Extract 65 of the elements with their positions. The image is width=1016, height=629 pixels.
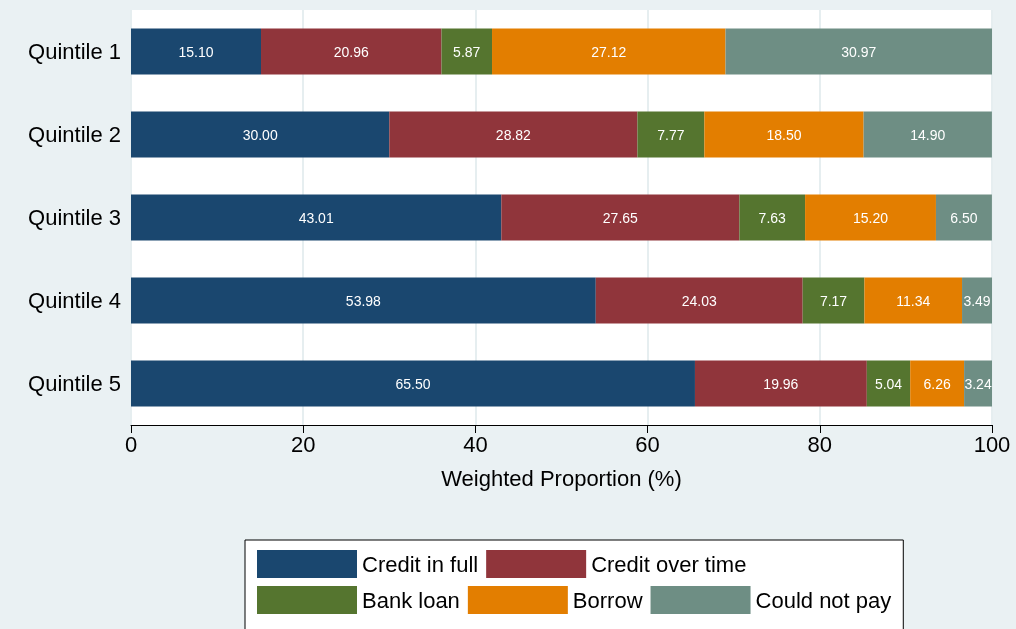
bar (694, 360, 867, 407)
y-tick-label: Quintile 5 (28, 371, 121, 396)
data-label: 5.87 (453, 43, 481, 60)
data-label: 6.26 (923, 375, 951, 392)
legend-label: Borrow (572, 587, 643, 613)
bar (389, 111, 638, 158)
data-label: 11.34 (896, 292, 931, 309)
bar (863, 111, 992, 158)
bar (501, 194, 740, 241)
data-label: 7.77 (657, 126, 685, 143)
y-tick-label: Quintile 2 (28, 122, 121, 147)
data-label: 24.03 (681, 292, 717, 309)
x-axis-title: Weighted Proportion (%) (441, 465, 682, 491)
bar (637, 111, 705, 158)
data-label: 30.97 (841, 43, 877, 60)
y-tick-label: Quintile 4 (28, 288, 121, 313)
bar (131, 111, 390, 158)
data-label: 15.20 (852, 209, 889, 226)
data-label: 18.50 (766, 126, 802, 143)
bar (739, 194, 806, 241)
data-label: 14.90 (910, 126, 946, 143)
legend-label: Could not pay (755, 587, 892, 613)
bar (595, 277, 803, 324)
data-label: 19.96 (763, 375, 799, 392)
bar (805, 194, 936, 241)
data-label: 6.50 (950, 209, 978, 226)
data-label: 53.98 (345, 292, 382, 309)
bar (725, 28, 992, 75)
data-label: 5.04 (874, 375, 903, 392)
legend-label: Bank loan (362, 587, 460, 613)
bar (261, 28, 442, 75)
bar (131, 194, 502, 241)
legend-label: Credit in full (362, 551, 479, 577)
data-label: 7.17 (819, 292, 848, 309)
bar (131, 277, 596, 324)
data-label: 30.00 (242, 126, 278, 143)
bar (864, 277, 963, 324)
x-tick-label: 40 (463, 431, 488, 457)
bar (441, 28, 493, 75)
bar (131, 28, 262, 75)
data-label: 27.12 (591, 43, 627, 60)
x-tick-label: 80 (807, 431, 833, 457)
bar (492, 28, 726, 75)
bar (910, 360, 965, 407)
data-label: 7.63 (758, 209, 787, 226)
data-label: 3.49 (963, 292, 991, 309)
data-label: 3.24 (964, 375, 992, 392)
x-tick-label: 0 (124, 431, 138, 457)
bar (802, 277, 865, 324)
bar (935, 194, 992, 241)
x-tick-label: 100 (973, 431, 1011, 457)
data-label: 28.82 (495, 126, 532, 143)
data-label: 43.01 (298, 209, 334, 226)
y-tick-label: Quintile 1 (28, 39, 121, 64)
y-tick-label: Quintile 3 (28, 205, 121, 230)
bar (704, 111, 864, 158)
x-tick-label: 60 (635, 431, 660, 457)
x-tick-label: 20 (290, 431, 316, 457)
bar (866, 360, 911, 407)
data-label: 15.10 (178, 43, 214, 60)
data-label: 65.50 (395, 375, 431, 392)
bar (131, 360, 695, 407)
legend-label: Credit over time (591, 551, 747, 577)
data-label: 20.96 (333, 43, 369, 60)
data-label: 27.65 (602, 209, 639, 226)
